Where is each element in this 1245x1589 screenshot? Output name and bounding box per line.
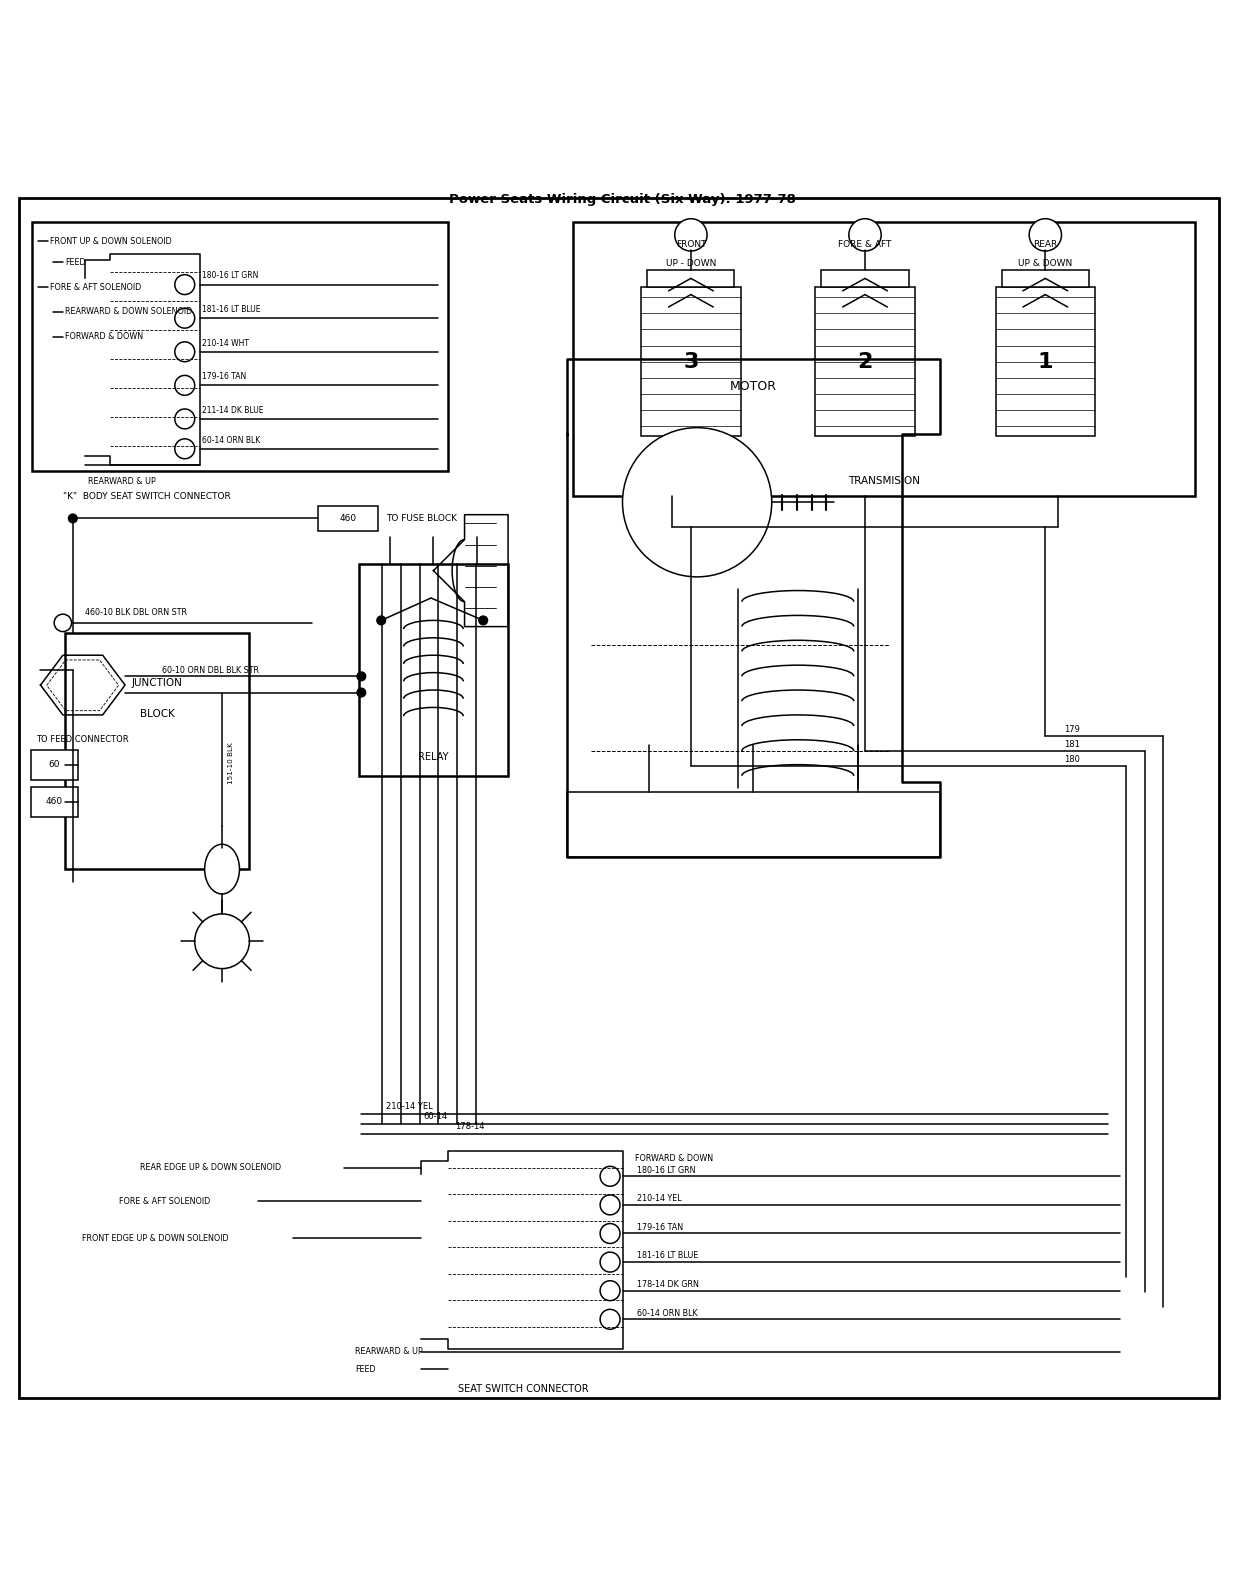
Text: 60: 60 [49, 760, 60, 769]
Text: 180: 180 [1064, 755, 1079, 764]
Circle shape [849, 219, 881, 251]
Circle shape [68, 515, 77, 523]
Text: SEAT SWITCH CONNECTOR: SEAT SWITCH CONNECTOR [458, 1384, 589, 1394]
Text: TRANSMISION: TRANSMISION [848, 477, 920, 486]
Bar [1002, 270, 1089, 288]
Circle shape [174, 275, 194, 294]
Text: FEED: FEED [355, 1365, 376, 1373]
Text: 210-14 WHT: 210-14 WHT [202, 338, 249, 348]
Text: 181-16 LT BLUE: 181-16 LT BLUE [637, 1252, 698, 1260]
Text: 180-16 LT GRN: 180-16 LT GRN [637, 1166, 696, 1174]
Ellipse shape [204, 844, 239, 895]
Text: 210-14 YEL: 210-14 YEL [637, 1195, 682, 1203]
Text: FORWARD & DOWN: FORWARD & DOWN [635, 1154, 713, 1163]
Text: FORWARD & DOWN: FORWARD & DOWN [65, 332, 143, 342]
Text: TO FUSE BLOCK: TO FUSE BLOCK [386, 513, 457, 523]
Circle shape [357, 688, 366, 698]
Circle shape [174, 375, 194, 396]
Text: 60-14: 60-14 [423, 1112, 448, 1122]
Text: 179-16 TAN: 179-16 TAN [637, 1224, 684, 1231]
Circle shape [600, 1166, 620, 1187]
Text: 60-10 ORN DBL BLK STR: 60-10 ORN DBL BLK STR [162, 666, 259, 675]
Bar [566, 791, 940, 856]
Text: JUNCTION: JUNCTION [132, 677, 183, 688]
Circle shape [174, 308, 194, 329]
Circle shape [174, 439, 194, 459]
Bar [32, 222, 448, 472]
Text: FEED: FEED [65, 257, 86, 267]
Text: 2: 2 [858, 351, 873, 372]
Circle shape [357, 672, 366, 680]
Circle shape [55, 615, 71, 631]
Text: 181-16 LT BLUE: 181-16 LT BLUE [202, 305, 260, 315]
Text: 460-10 BLK DBL ORN STR: 460-10 BLK DBL ORN STR [85, 609, 187, 618]
Text: 178-14 DK GRN: 178-14 DK GRN [637, 1281, 700, 1289]
Text: 179-16 TAN: 179-16 TAN [202, 372, 247, 381]
Circle shape [377, 617, 386, 624]
Text: FRONT UP & DOWN SOLENOID: FRONT UP & DOWN SOLENOID [51, 237, 172, 246]
Circle shape [600, 1309, 620, 1330]
Text: UP - DOWN: UP - DOWN [666, 259, 716, 269]
Bar [641, 288, 741, 437]
Bar [359, 564, 508, 775]
Text: REARWARD & UP: REARWARD & UP [355, 1347, 423, 1355]
Circle shape [600, 1281, 620, 1301]
Text: 178-14: 178-14 [454, 1122, 484, 1131]
Circle shape [600, 1224, 620, 1244]
Bar [573, 222, 1194, 496]
Text: 60-14 ORN BLK: 60-14 ORN BLK [637, 1309, 698, 1317]
Bar [815, 288, 915, 437]
Text: FORE & AFT SOLENOID: FORE & AFT SOLENOID [118, 1197, 210, 1206]
Text: TO FEED CONNECTOR: TO FEED CONNECTOR [36, 736, 129, 744]
Text: 181: 181 [1064, 740, 1079, 750]
Text: REARWARD & UP: REARWARD & UP [87, 477, 156, 486]
Bar [996, 288, 1096, 437]
Circle shape [675, 219, 707, 251]
Text: FORE & AFT SOLENOID: FORE & AFT SOLENOID [51, 283, 142, 292]
Bar [31, 787, 77, 817]
Text: 180-16 LT GRN: 180-16 LT GRN [202, 272, 259, 280]
Circle shape [600, 1252, 620, 1273]
Text: REARWARD & DOWN SOLENOID: REARWARD & DOWN SOLENOID [65, 308, 193, 316]
Circle shape [1030, 219, 1062, 251]
Text: 151-10 BLK: 151-10 BLK [228, 742, 234, 785]
Text: 460: 460 [46, 798, 62, 807]
Text: 179: 179 [1064, 725, 1079, 734]
Circle shape [194, 914, 249, 969]
Text: FRONT EDGE UP & DOWN SOLENOID: FRONT EDGE UP & DOWN SOLENOID [81, 1235, 228, 1243]
Text: 460: 460 [339, 513, 356, 523]
Text: UP & DOWN: UP & DOWN [1018, 259, 1072, 269]
Circle shape [174, 342, 194, 362]
Text: 211-14 DK BLUE: 211-14 DK BLUE [202, 405, 264, 415]
Text: BLOCK: BLOCK [139, 709, 174, 718]
Text: FORE & AFT: FORE & AFT [838, 240, 891, 249]
Bar [31, 750, 77, 780]
Bar [65, 632, 249, 869]
Text: REAR EDGE UP & DOWN SOLENOID: REAR EDGE UP & DOWN SOLENOID [139, 1163, 281, 1173]
Circle shape [174, 408, 194, 429]
Text: Power Seats Wiring Circuit (Six Way). 1977-78: Power Seats Wiring Circuit (Six Way). 19… [449, 192, 796, 205]
Bar [822, 270, 909, 288]
Text: 210-14 YEL: 210-14 YEL [386, 1103, 433, 1111]
Circle shape [600, 1195, 620, 1216]
Circle shape [479, 617, 488, 624]
Text: REAR: REAR [1033, 240, 1057, 249]
Text: RELAY: RELAY [418, 752, 448, 763]
Text: 60-14 ORN BLK: 60-14 ORN BLK [202, 435, 260, 445]
Text: "K"  BODY SEAT SWITCH CONNECTOR: "K" BODY SEAT SWITCH CONNECTOR [63, 491, 230, 501]
Text: MOTOR: MOTOR [730, 380, 777, 392]
Circle shape [622, 427, 772, 577]
Text: 3: 3 [684, 351, 698, 372]
Text: FRONT: FRONT [676, 240, 706, 249]
Bar [647, 270, 735, 288]
Bar [317, 505, 377, 531]
Text: 1: 1 [1037, 351, 1053, 372]
